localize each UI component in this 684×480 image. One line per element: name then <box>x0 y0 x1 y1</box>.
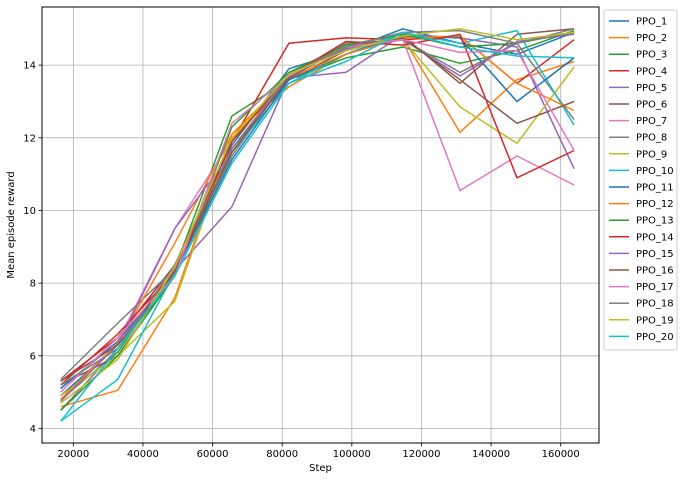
y-axis-label: Mean episode reward <box>6 171 17 278</box>
series-line-ppo-3 <box>60 29 575 400</box>
y-tick-label: 12 <box>23 133 36 144</box>
legend-label-ppo-15: PPO_15 <box>636 249 674 260</box>
legend-label-ppo-3: PPO_3 <box>636 50 667 61</box>
legend-label-ppo-9: PPO_9 <box>636 149 667 160</box>
legend-label-ppo-7: PPO_7 <box>636 116 667 127</box>
x-axis-ticks: 20000 40000 60000 80000 100000 120000 140000 16… <box>57 443 580 460</box>
x-tick-label: 140000 <box>472 449 510 460</box>
series-line-ppo-17 <box>60 38 575 393</box>
series-line-ppo-15 <box>60 33 575 402</box>
legend-label-ppo-16: PPO_16 <box>636 266 674 277</box>
x-tick-label: 60000 <box>197 449 229 460</box>
series-line-ppo-13 <box>60 31 575 411</box>
y-axis-ticks: 4 6 8 10 12 14 <box>23 61 42 435</box>
legend-label-ppo-17: PPO_17 <box>636 282 674 293</box>
series-line-ppo-16 <box>60 37 575 382</box>
y-tick-label: 8 <box>30 279 36 290</box>
y-tick-label: 6 <box>30 351 36 362</box>
x-tick-label: 20000 <box>57 449 89 460</box>
series-lines <box>60 28 575 422</box>
series-line-ppo-11 <box>60 35 575 390</box>
plot-frame <box>41 6 600 444</box>
legend-label-ppo-5: PPO_5 <box>636 83 667 94</box>
legend-label-ppo-11: PPO_11 <box>636 183 674 194</box>
legend-label-ppo-8: PPO_8 <box>636 133 667 144</box>
legend-label-ppo-20: PPO_20 <box>636 332 674 343</box>
series-line-ppo-6 <box>60 28 575 386</box>
legend-label-ppo-19: PPO_19 <box>636 315 674 326</box>
series-line-ppo-12 <box>60 35 575 400</box>
legend: PPO_1 PPO_2 PPO_3 PPO_4 PPO_5 PPO_6 PPO_7 PPO_8… <box>603 9 678 351</box>
legend-label-ppo-12: PPO_12 <box>636 199 674 210</box>
x-tick-label: 40000 <box>127 449 159 460</box>
legend-box <box>603 9 678 351</box>
series-line-ppo-2 <box>60 37 575 408</box>
series-line-ppo-5 <box>60 33 575 411</box>
series-line-ppo-8 <box>60 38 575 380</box>
x-tick-label: 120000 <box>402 449 440 460</box>
series-line-ppo-18 <box>60 28 575 386</box>
x-tick-label: 160000 <box>542 449 580 460</box>
y-tick-label: 14 <box>23 61 36 72</box>
legend-label-ppo-1: PPO_1 <box>636 17 667 28</box>
legend-label-ppo-13: PPO_13 <box>636 216 674 227</box>
x-axis-label: Step <box>309 463 332 474</box>
y-tick-label: 4 <box>30 424 36 435</box>
series-line-ppo-4 <box>60 35 575 382</box>
y-tick-label: 10 <box>23 206 36 217</box>
series-line-ppo-20 <box>60 31 575 422</box>
x-tick-label: 80000 <box>266 449 298 460</box>
legend-label-ppo-18: PPO_18 <box>636 299 674 310</box>
x-tick-label: 100000 <box>333 449 371 460</box>
legend-label-ppo-6: PPO_6 <box>636 100 667 111</box>
legend-label-ppo-4: PPO_4 <box>636 66 667 77</box>
legend-label-ppo-14: PPO_14 <box>636 232 674 243</box>
series-line-ppo-10 <box>60 29 575 422</box>
legend-label-ppo-10: PPO_10 <box>636 166 674 177</box>
legend-label-ppo-2: PPO_2 <box>636 33 667 44</box>
series-line-ppo-19 <box>60 28 575 404</box>
series-line-ppo-14 <box>60 33 575 386</box>
